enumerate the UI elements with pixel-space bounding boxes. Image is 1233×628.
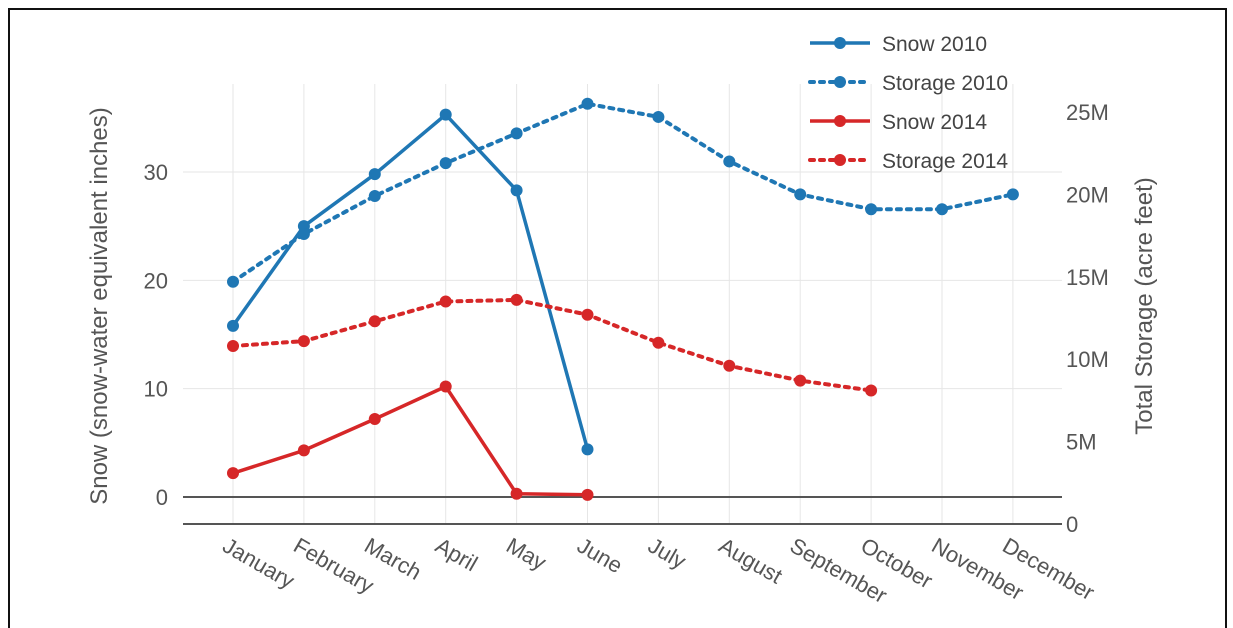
data-point <box>723 359 736 372</box>
legend-label: Snow 2014 <box>882 111 987 134</box>
data-point <box>581 443 594 456</box>
y-right-tick-label: 20M <box>1066 182 1109 207</box>
data-point <box>652 336 665 349</box>
y-right-tick-label: 5M <box>1066 430 1097 455</box>
y-left-tick-label: 20 <box>144 268 168 293</box>
data-point <box>865 203 878 216</box>
y-axis-left-title: Snow (snow-water equivalent inches) <box>86 107 113 505</box>
x-tick-label: August <box>715 533 787 589</box>
data-point <box>297 335 310 348</box>
x-tick-label: July <box>644 533 690 574</box>
data-point <box>368 315 381 328</box>
legend-item[interactable]: Snow 2014 <box>810 111 987 134</box>
y-right-tick-label: 15M <box>1066 265 1109 290</box>
legend-item[interactable]: Storage 2010 <box>808 72 1008 95</box>
data-point <box>439 295 452 308</box>
y-right-tick-label: 10M <box>1066 347 1109 372</box>
data-point <box>581 97 594 110</box>
data-point <box>227 467 239 480</box>
data-point <box>368 168 381 181</box>
series-line <box>232 384 588 497</box>
data-point <box>581 488 594 501</box>
y-axis-right-title: Total Storage (acre feet) <box>1131 177 1158 434</box>
data-point <box>1006 188 1019 201</box>
chart-frame <box>8 8 1227 628</box>
data-point <box>368 413 381 425</box>
legend-swatch-marker <box>834 76 846 88</box>
series-line <box>231 112 590 450</box>
legend-swatch-marker <box>834 115 846 127</box>
y-left-tick-label: 30 <box>144 160 168 185</box>
legend-label: Storage 2010 <box>882 72 1008 95</box>
data-point <box>510 127 523 140</box>
legend-item[interactable]: Storage 2014 <box>808 150 1008 173</box>
data-point <box>297 444 310 457</box>
data-point <box>936 203 948 216</box>
data-point <box>439 157 452 170</box>
data-point <box>227 319 239 332</box>
data-point <box>652 110 665 123</box>
y-left-tick-label: 10 <box>144 377 168 402</box>
data-point <box>439 108 452 121</box>
data-point <box>439 380 452 393</box>
legend[interactable]: Snow 2010 Storage 2010 Snow 2014 Storage 20… <box>808 33 1008 173</box>
data-point <box>510 487 523 500</box>
data-point <box>368 190 381 203</box>
data-point <box>581 308 594 321</box>
x-tick-label: June <box>573 533 627 579</box>
y-right-tick-label: 25M <box>1066 100 1109 125</box>
legend-item[interactable]: Snow 2010 <box>810 33 987 56</box>
legend-swatch-marker <box>834 154 846 166</box>
data-point <box>510 293 523 306</box>
legend-label: Snow 2010 <box>882 33 987 56</box>
axes: 010203005M10M15M20M25MJanuaryFebruaryMar… <box>144 100 1109 608</box>
x-tick-label: May <box>502 533 550 575</box>
data-point <box>297 227 310 240</box>
data-point <box>865 384 878 397</box>
series-line <box>231 297 874 393</box>
data-point <box>227 340 239 353</box>
y-right-tick-label: 0 <box>1066 512 1078 537</box>
legend-swatch-marker <box>834 37 846 49</box>
data-point <box>227 275 239 288</box>
series-line <box>231 101 1015 284</box>
x-tick-label: January <box>219 533 299 594</box>
series-layer <box>227 97 1019 501</box>
legend-label: Storage 2014 <box>882 150 1008 173</box>
data-point <box>794 374 807 387</box>
y-left-tick-label: 0 <box>156 485 168 510</box>
data-point <box>794 188 807 201</box>
x-tick-label: April <box>431 533 482 577</box>
x-tick-label: February <box>289 533 378 599</box>
data-point <box>723 155 736 168</box>
data-point <box>510 184 523 197</box>
